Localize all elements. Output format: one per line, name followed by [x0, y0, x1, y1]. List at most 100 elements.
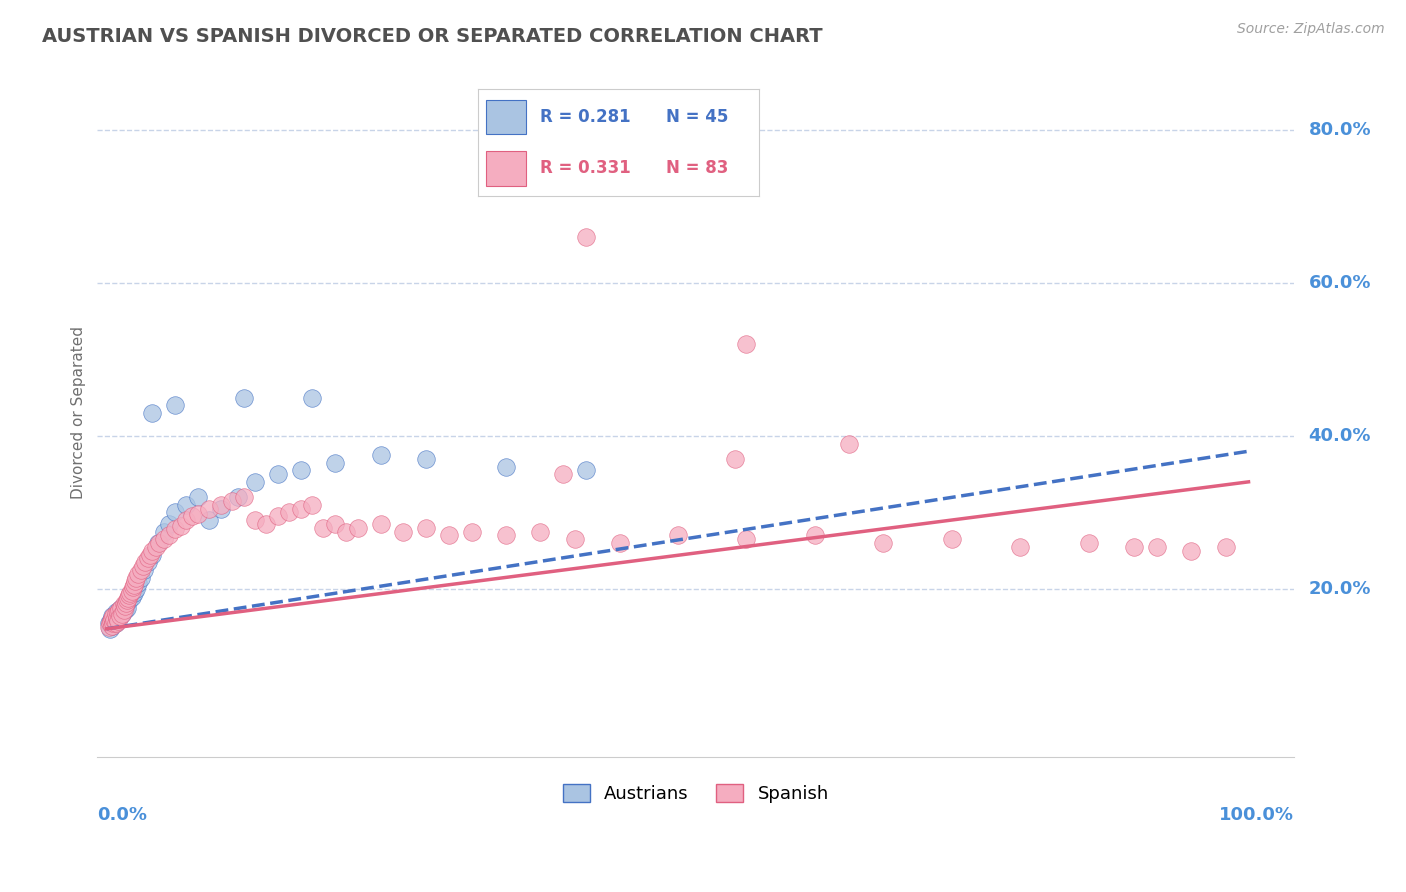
Point — [187, 507, 209, 521]
Point — [723, 451, 745, 466]
Point — [803, 528, 825, 542]
Point — [108, 603, 131, 617]
Point — [115, 601, 138, 615]
Point — [110, 601, 132, 615]
Point — [141, 406, 163, 420]
Point — [141, 543, 163, 558]
Text: 40.0%: 40.0% — [1309, 427, 1371, 445]
Point — [370, 516, 392, 531]
Point — [111, 607, 134, 621]
Point — [108, 603, 131, 617]
Point — [163, 506, 186, 520]
Point — [101, 608, 124, 623]
Point — [232, 490, 254, 504]
Point — [103, 611, 125, 625]
Point — [124, 574, 146, 589]
Point — [267, 509, 290, 524]
Point — [105, 611, 128, 625]
Point — [1077, 536, 1099, 550]
Point — [735, 533, 758, 547]
Point — [437, 528, 460, 542]
Point — [323, 516, 346, 531]
Point — [115, 597, 138, 611]
Point — [312, 521, 335, 535]
Point — [118, 588, 141, 602]
Point — [1146, 540, 1168, 554]
Text: 0.0%: 0.0% — [97, 805, 148, 823]
Point — [735, 337, 758, 351]
Point — [145, 540, 167, 554]
Text: AUSTRIAN VS SPANISH DIVORCED OR SEPARATED CORRELATION CHART: AUSTRIAN VS SPANISH DIVORCED OR SEPARATE… — [42, 27, 823, 45]
Point — [121, 581, 143, 595]
Point — [346, 521, 368, 535]
Point — [103, 608, 125, 623]
Point — [101, 611, 124, 625]
Point — [152, 524, 174, 539]
Point — [104, 607, 127, 621]
Point — [107, 605, 129, 619]
Point — [100, 613, 122, 627]
Text: R = 0.281: R = 0.281 — [540, 108, 630, 126]
Point — [575, 463, 598, 477]
Point — [97, 616, 120, 631]
Point — [98, 622, 121, 636]
Point — [1010, 540, 1032, 554]
Point — [232, 391, 254, 405]
Point — [141, 548, 163, 562]
Point — [209, 498, 232, 512]
Point — [120, 586, 142, 600]
Point — [221, 494, 243, 508]
Point — [127, 575, 149, 590]
Point — [187, 490, 209, 504]
Point — [301, 391, 323, 405]
Point — [103, 615, 125, 630]
Text: 20.0%: 20.0% — [1309, 580, 1371, 598]
Point — [609, 536, 631, 550]
Point — [243, 475, 266, 489]
Point — [415, 521, 437, 535]
Text: R = 0.331: R = 0.331 — [540, 160, 631, 178]
Point — [226, 490, 249, 504]
Point — [118, 593, 141, 607]
Point — [301, 498, 323, 512]
Point — [176, 513, 198, 527]
Point — [941, 533, 963, 547]
Point — [104, 616, 127, 631]
Point — [129, 570, 152, 584]
Point — [370, 448, 392, 462]
Point — [107, 614, 129, 628]
Point — [101, 619, 124, 633]
Point — [181, 509, 204, 524]
Point — [335, 524, 357, 539]
Point — [198, 513, 221, 527]
Point — [157, 528, 180, 542]
Point — [100, 614, 122, 628]
Text: Source: ZipAtlas.com: Source: ZipAtlas.com — [1237, 22, 1385, 37]
Point — [415, 451, 437, 466]
Point — [108, 608, 131, 623]
Point — [112, 603, 135, 617]
Text: N = 45: N = 45 — [666, 108, 728, 126]
Point — [105, 610, 128, 624]
Point — [323, 456, 346, 470]
Point — [125, 582, 148, 596]
Point — [529, 524, 551, 539]
Point — [125, 570, 148, 584]
Point — [872, 536, 894, 550]
Point — [1180, 543, 1202, 558]
Point — [104, 616, 127, 631]
Point — [114, 599, 136, 613]
Point — [115, 593, 138, 607]
Point — [136, 555, 159, 569]
Point — [392, 524, 415, 539]
Point — [122, 578, 145, 592]
Point — [136, 551, 159, 566]
Text: N = 83: N = 83 — [666, 160, 728, 178]
Point — [163, 522, 186, 536]
Point — [267, 467, 290, 482]
Bar — [486, 152, 526, 186]
Point — [139, 548, 162, 562]
Y-axis label: Divorced or Separated: Divorced or Separated — [72, 326, 86, 500]
Point — [134, 555, 156, 569]
Point — [290, 463, 312, 477]
